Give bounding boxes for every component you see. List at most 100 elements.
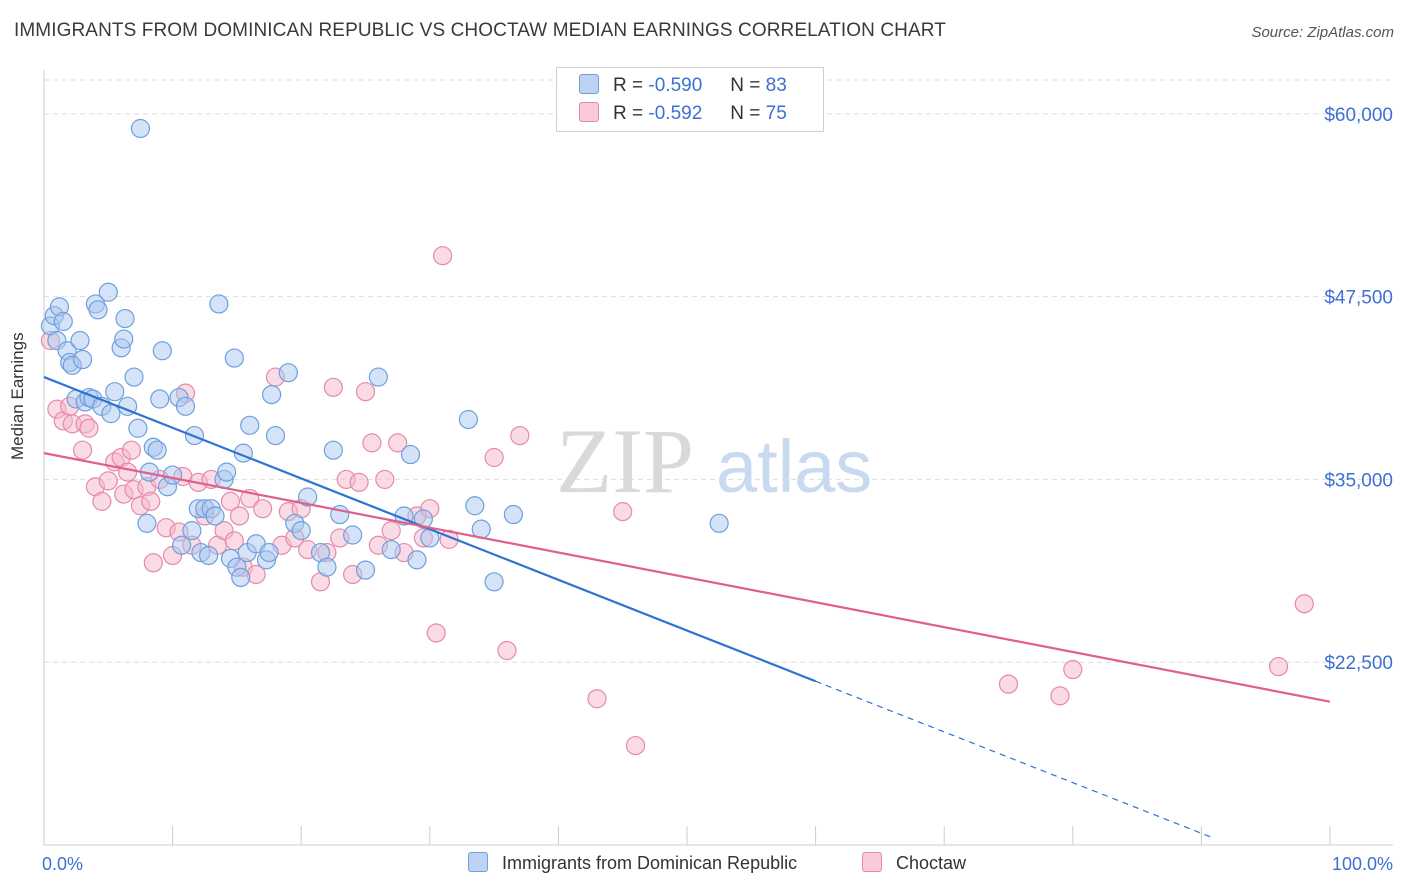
data-point <box>92 491 112 511</box>
data-point <box>343 525 363 545</box>
data-point <box>143 553 163 573</box>
legend-r-label: R = <box>613 75 644 96</box>
data-point <box>128 418 148 438</box>
data-point <box>1268 657 1289 677</box>
series-swatch-blue <box>468 852 488 872</box>
data-point <box>613 502 633 522</box>
data-point <box>72 349 93 370</box>
legend-r-value: -0.592 <box>648 103 703 124</box>
data-point <box>1063 659 1083 680</box>
data-point <box>259 542 279 563</box>
data-point <box>88 300 108 320</box>
data-point <box>426 623 446 643</box>
data-point <box>79 418 99 438</box>
data-point <box>98 282 118 302</box>
legend-r-value: -0.590 <box>648 75 703 96</box>
legend-row-choctaw: R = -0.592 N = 75 <box>579 102 787 126</box>
data-point <box>510 425 530 446</box>
data-point <box>497 640 517 661</box>
data-point <box>98 471 118 491</box>
data-point <box>1050 686 1070 706</box>
chart-title: IMMIGRANTS FROM DOMINICAN REPUBLIC VS CH… <box>14 20 946 41</box>
data-point <box>262 385 282 405</box>
data-point <box>1294 594 1314 614</box>
correlation-legend: R = -0.590 N = 83 R = -0.592 N = 75 <box>556 67 824 132</box>
data-point <box>72 440 93 460</box>
data-point <box>400 444 421 465</box>
data-point <box>115 308 135 329</box>
data-point <box>465 496 485 516</box>
data-point <box>484 572 504 592</box>
data-point <box>209 294 229 314</box>
axes <box>43 70 1393 846</box>
source-credit: Source: ZipAtlas.com <box>1251 24 1394 41</box>
data-point <box>265 425 286 446</box>
data-point <box>388 433 408 453</box>
data-point <box>368 367 388 387</box>
watermark-zip: ZIP <box>556 410 694 512</box>
dominican-points <box>40 118 729 592</box>
data-point <box>362 433 382 453</box>
legend-n-label: N = <box>730 75 761 96</box>
data-point <box>625 735 646 756</box>
y-tick-label: $60,000 <box>1324 105 1393 126</box>
data-point <box>137 513 157 533</box>
x-tick-label-min: 0.0% <box>42 854 83 874</box>
data-point <box>998 674 1019 694</box>
data-point <box>407 550 427 570</box>
data-point <box>253 499 273 519</box>
legend-swatch-blue <box>579 74 599 94</box>
data-point <box>53 311 73 332</box>
legend-n-label: N = <box>730 103 761 124</box>
data-point <box>224 348 244 368</box>
data-point <box>150 389 170 409</box>
data-point <box>220 491 241 511</box>
data-point <box>163 465 183 485</box>
legend-n-value: 75 <box>765 103 787 124</box>
y-tick-label: $47,500 <box>1324 288 1393 309</box>
data-point <box>709 513 729 533</box>
data-point <box>375 469 395 490</box>
data-point <box>291 521 311 541</box>
data-point <box>317 557 337 577</box>
data-point <box>503 504 523 525</box>
trend-line-extension <box>815 680 1215 839</box>
data-point <box>433 246 453 266</box>
data-point <box>484 447 504 468</box>
data-point <box>175 396 196 416</box>
data-point <box>205 506 225 526</box>
data-point <box>117 462 138 482</box>
data-point <box>278 363 298 383</box>
data-point <box>355 382 376 402</box>
trend-line <box>43 452 1331 703</box>
series-swatch-pink <box>862 852 882 872</box>
data-point <box>124 367 144 387</box>
data-point <box>323 440 343 460</box>
data-point <box>381 521 401 541</box>
legend-row-dominican: R = -0.590 N = 83 <box>579 74 787 98</box>
data-point <box>152 341 172 361</box>
data-point <box>70 330 90 351</box>
x-tick-label-max: 100.0% <box>1332 854 1393 874</box>
data-point <box>121 440 142 460</box>
y-tick-labels: $22,500 $35,000 $47,500 $60,000 <box>1324 105 1393 674</box>
y-tick-label: $22,500 <box>1324 653 1393 674</box>
data-point <box>101 404 121 424</box>
data-point <box>381 540 401 560</box>
data-point <box>141 491 161 511</box>
data-point <box>587 689 607 709</box>
series-legend-choctaw: Choctaw <box>862 852 966 874</box>
data-point <box>172 535 192 555</box>
data-point <box>217 462 237 482</box>
data-point <box>458 409 478 430</box>
data-point <box>114 329 134 349</box>
data-point <box>349 472 369 492</box>
data-point <box>355 560 376 580</box>
data-point <box>413 509 433 529</box>
data-point <box>105 382 125 402</box>
series-name: Choctaw <box>896 853 967 873</box>
trend-lines <box>43 376 1331 839</box>
legend-n-value: 83 <box>765 75 787 96</box>
data-point <box>229 506 250 526</box>
